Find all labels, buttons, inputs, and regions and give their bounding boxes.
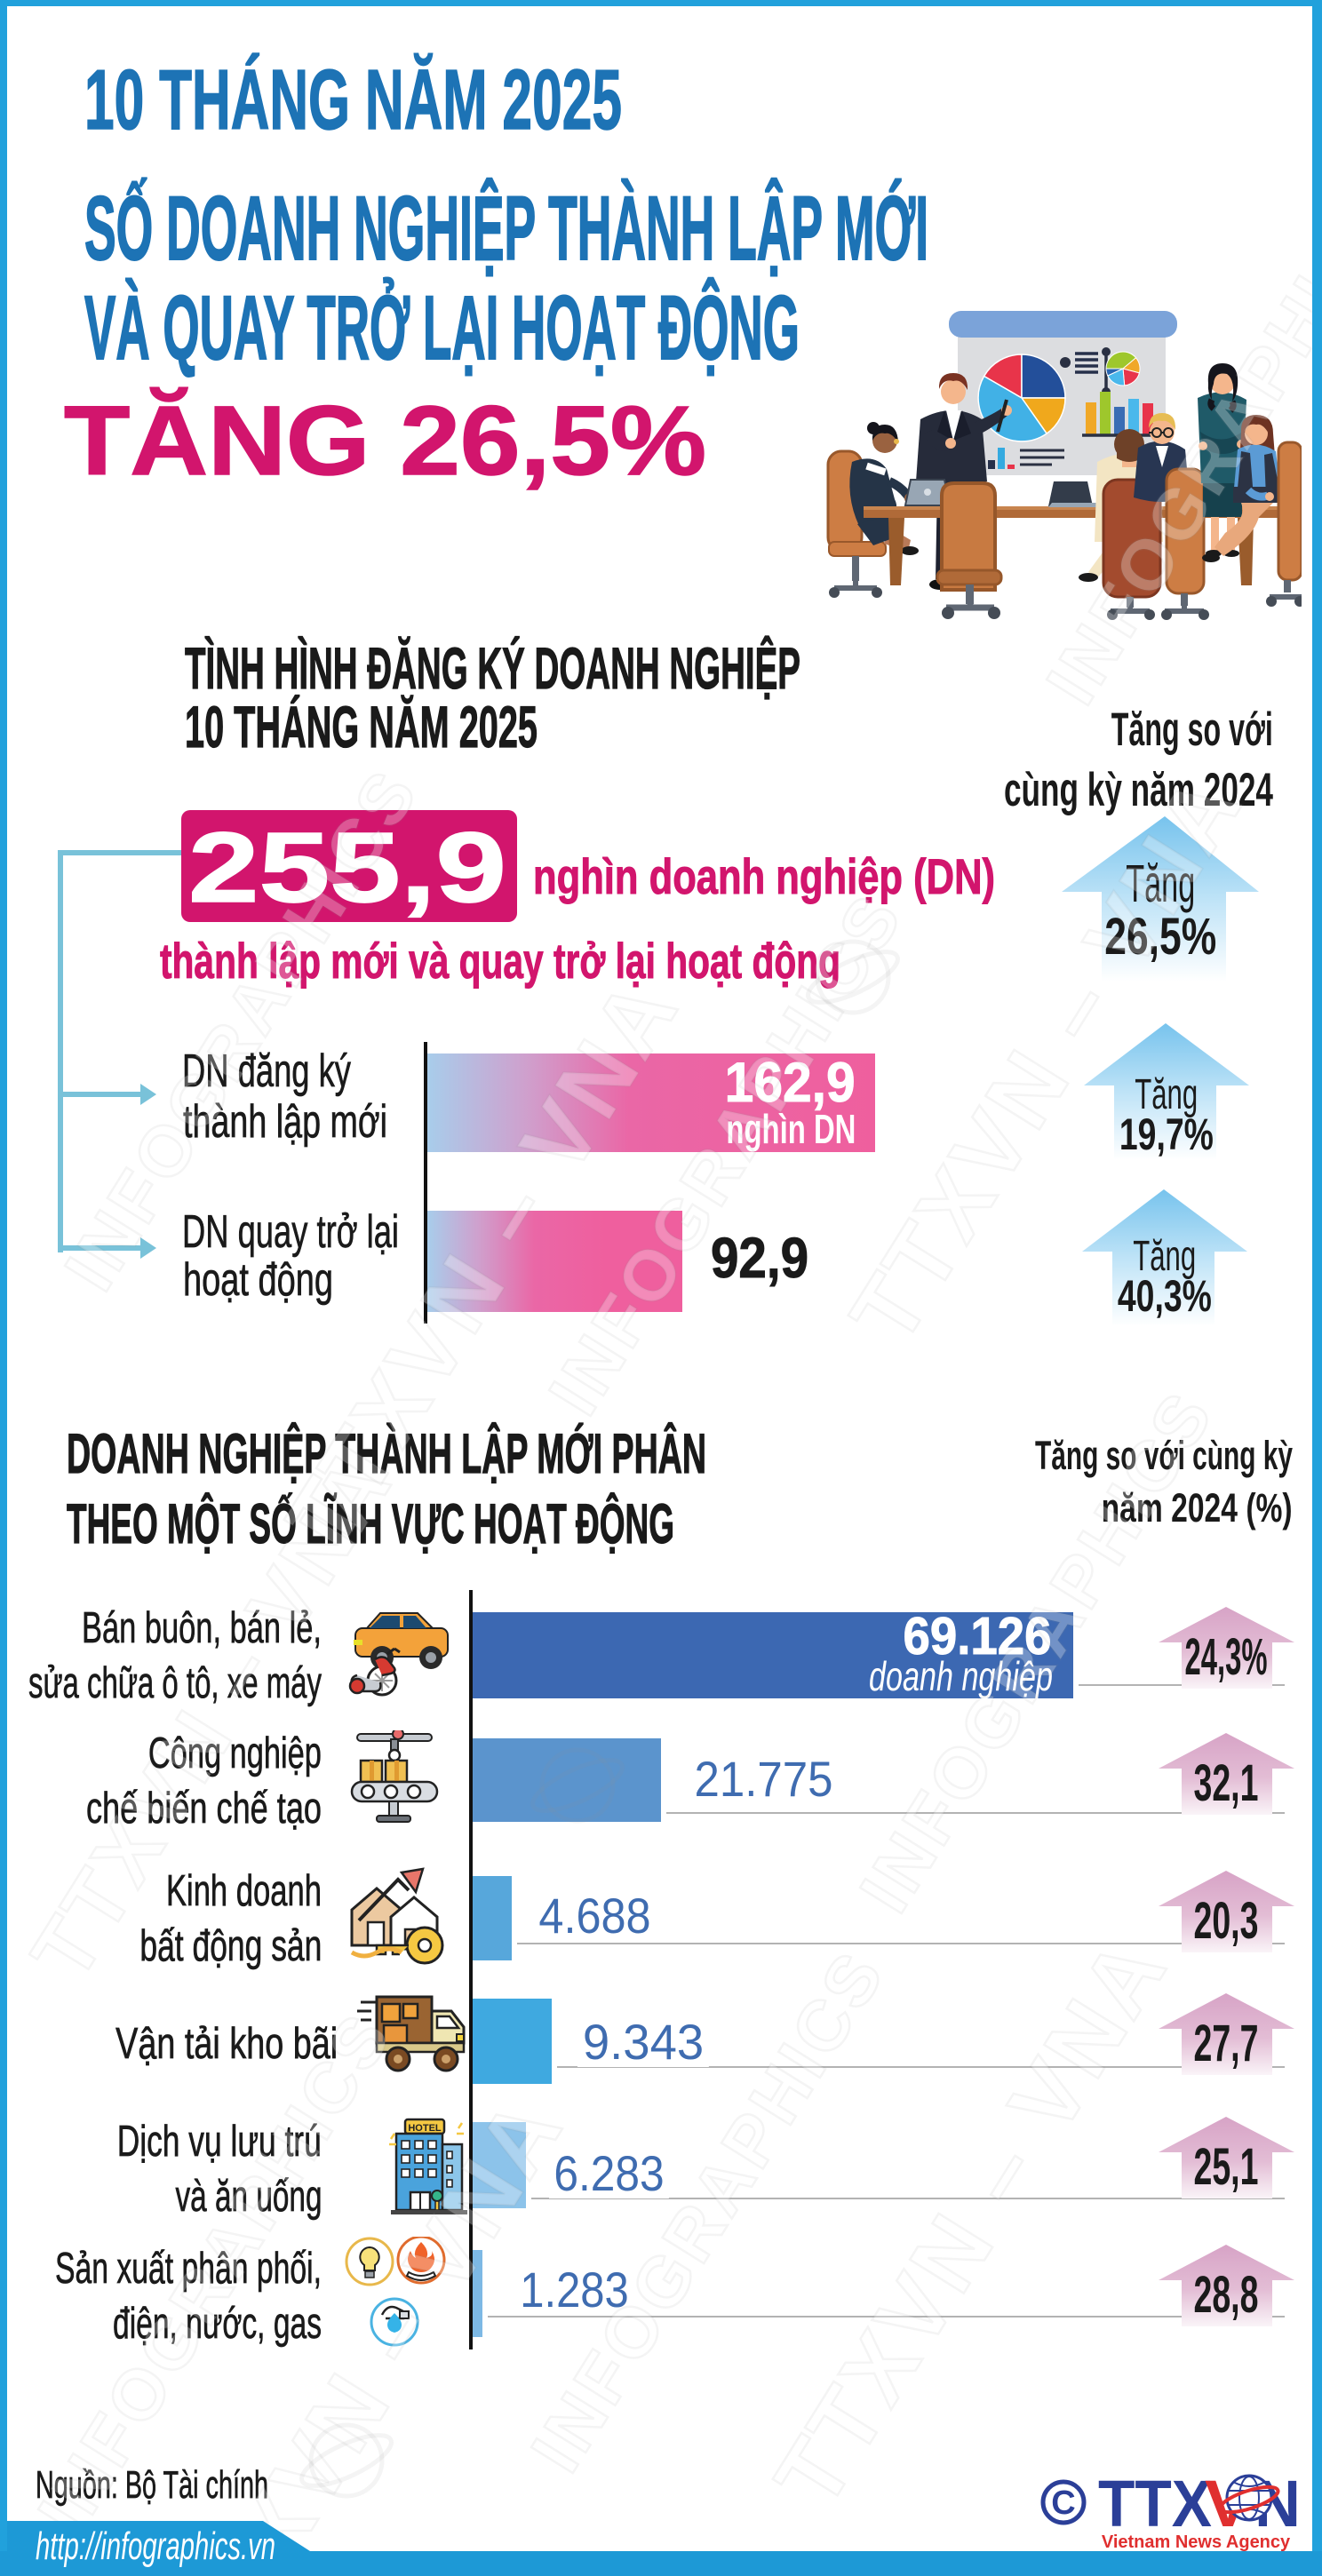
svg-text:HOTEL: HOTEL (408, 2123, 442, 2134)
svg-text:Vietnam News Agency: Vietnam News Agency (1102, 2532, 1291, 2552)
svg-text:C: C (1051, 2485, 1075, 2522)
svg-text:TTX: TTX (1098, 2467, 1212, 2540)
